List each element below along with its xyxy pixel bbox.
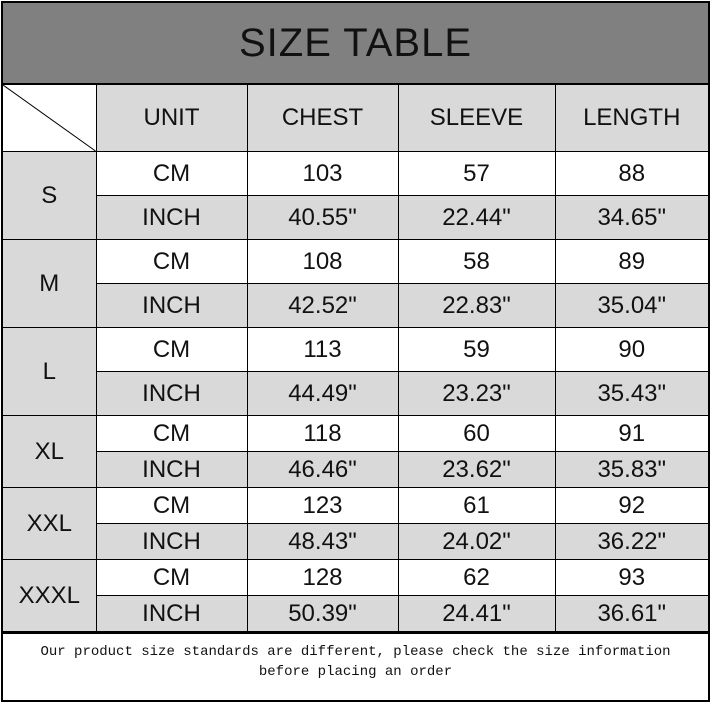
footer-line-1: Our product size standards are different… — [40, 644, 671, 660]
chest-cell: 118 — [246, 415, 399, 452]
unit-cell: CM — [95, 327, 248, 372]
unit-cell: INCH — [96, 523, 248, 560]
size-label: XXL — [3, 487, 97, 560]
sleeve-cell: 62 — [397, 559, 556, 596]
sleeve-cell: 23.23" — [397, 371, 556, 416]
chest-cell: 128 — [246, 559, 399, 596]
length-cell: 93 — [554, 559, 708, 596]
length-cell: 90 — [554, 327, 708, 372]
length-cell: 34.65" — [554, 195, 708, 240]
unit-cell: CM — [95, 415, 248, 452]
length-cell: 35.43" — [554, 371, 708, 416]
header-length: LENGTH — [554, 85, 708, 152]
unit-cell: INCH — [96, 595, 248, 632]
table-row: XXXL CM 128 62 93 — [3, 559, 708, 632]
table-row: INCH 40.55" 22.44" 34.65" — [3, 195, 708, 240]
sleeve-cell: 22.83" — [397, 283, 556, 328]
footer-note: Our product size standards are different… — [3, 632, 708, 682]
sleeve-cell: 24.41" — [397, 595, 556, 632]
sleeve-cell: 22.44" — [397, 195, 556, 240]
unit-cell: INCH — [96, 195, 248, 240]
length-cell: 36.22" — [554, 523, 708, 560]
sleeve-cell: 58 — [397, 239, 556, 284]
size-table: UNIT CHEST SLEEVE LENGTH S CM 103 57 88 INCH 4… — [3, 85, 708, 632]
footer-line-2: before placing an order — [258, 664, 453, 680]
unit-cell: CM — [95, 239, 248, 284]
sleeve-cell: 61 — [397, 487, 556, 524]
unit-cell: CM — [95, 559, 248, 596]
chest-cell: 48.43" — [246, 523, 399, 560]
chest-cell: 113 — [246, 327, 399, 372]
chest-cell: 46.46" — [246, 451, 399, 488]
sleeve-cell: 60 — [397, 415, 556, 452]
chest-cell: 42.52" — [246, 283, 399, 328]
unit-cell: INCH — [96, 371, 248, 416]
unit-cell: INCH — [96, 283, 248, 328]
chest-cell: 40.55" — [246, 195, 399, 240]
sleeve-cell: 59 — [397, 327, 556, 372]
chest-cell: 108 — [246, 239, 399, 284]
page-title: SIZE TABLE — [3, 3, 708, 85]
length-cell: 89 — [554, 239, 708, 284]
table-row: INCH 44.49" 23.23" 35.43" — [3, 371, 708, 416]
unit-cell: CM — [95, 487, 248, 524]
sleeve-cell: 24.02" — [397, 523, 556, 560]
chest-cell: 44.49" — [246, 371, 399, 416]
table-row: INCH 50.39" 24.41" 36.61" — [3, 595, 708, 632]
table-row: L CM 113 59 90 — [3, 327, 708, 416]
table-row: XXL CM 123 61 92 — [3, 487, 708, 560]
size-label: S — [3, 151, 97, 240]
header-chest: CHEST — [246, 85, 399, 152]
table-row: INCH 46.46" 23.62" 35.83" — [3, 451, 708, 488]
chest-cell: 50.39" — [246, 595, 399, 632]
length-cell: 35.83" — [554, 451, 708, 488]
unit-cell: INCH — [96, 451, 248, 488]
sleeve-cell: 57 — [397, 151, 556, 196]
length-cell: 35.04" — [554, 283, 708, 328]
length-cell: 92 — [554, 487, 708, 524]
length-cell: 88 — [554, 151, 708, 196]
size-label: XL — [3, 415, 97, 488]
table-row: XL CM 118 60 91 — [3, 415, 708, 488]
sleeve-cell: 23.62" — [397, 451, 556, 488]
size-label: L — [3, 327, 97, 416]
header-unit: UNIT — [95, 85, 248, 152]
table-row: INCH 48.43" 24.02" 36.22" — [3, 523, 708, 560]
header-row: UNIT CHEST SLEEVE LENGTH — [3, 85, 708, 152]
size-label: XXXL — [3, 559, 97, 632]
length-cell: 91 — [554, 415, 708, 452]
chest-cell: 103 — [246, 151, 399, 196]
table-row: S CM 103 57 88 — [3, 151, 708, 240]
size-label: M — [3, 239, 97, 328]
chest-cell: 123 — [246, 487, 399, 524]
corner-cell — [3, 85, 97, 152]
unit-cell: CM — [95, 151, 248, 196]
table-row: M CM 108 58 89 — [3, 239, 708, 328]
header-sleeve: SLEEVE — [397, 85, 556, 152]
table-row: INCH 42.52" 22.83" 35.04" — [3, 283, 708, 328]
length-cell: 36.61" — [554, 595, 708, 632]
